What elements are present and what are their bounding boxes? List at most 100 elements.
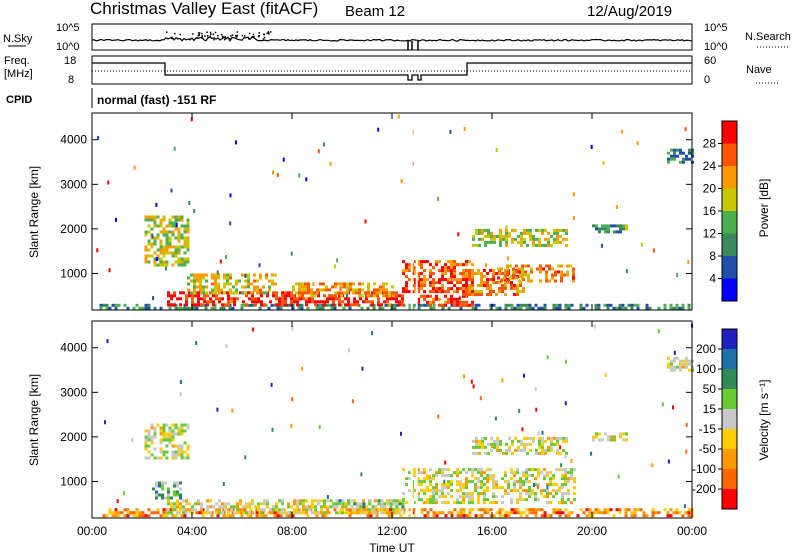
power-cell xyxy=(462,300,465,304)
velocity-cell xyxy=(496,439,499,443)
power-cell xyxy=(159,224,163,228)
power-cell xyxy=(214,279,217,283)
nsky-point xyxy=(166,31,168,33)
power-cell xyxy=(524,273,527,277)
power-cell xyxy=(484,234,487,238)
velocity-cell xyxy=(308,505,311,509)
velocity-cell xyxy=(111,511,115,515)
power-cell xyxy=(229,282,232,286)
power-cell xyxy=(209,300,212,304)
velocity-isolated-point xyxy=(661,402,664,407)
power-cell xyxy=(438,290,441,294)
velocity-cell xyxy=(158,484,161,488)
velocity-cell xyxy=(546,471,549,475)
velocity-cell xyxy=(441,486,444,490)
velocity-cell xyxy=(570,471,573,475)
velocity-cell xyxy=(420,489,423,493)
velocity-isolated-point xyxy=(271,427,274,432)
power-cell xyxy=(560,279,563,283)
velocity-cell xyxy=(532,439,535,443)
power-cell xyxy=(183,224,187,228)
velocity-cell xyxy=(556,442,559,446)
power-cell xyxy=(495,281,498,284)
velocity-cell xyxy=(474,477,477,481)
power-cell xyxy=(230,297,233,301)
velocity-cell xyxy=(447,486,450,490)
velocity-isolated-point xyxy=(291,326,294,331)
velocity-cell xyxy=(492,486,495,490)
velocity-cell xyxy=(465,477,468,481)
freq-trace xyxy=(92,62,692,81)
velocity-cell xyxy=(305,508,308,512)
velocity-cell xyxy=(489,474,492,478)
velocity-cell xyxy=(528,486,531,490)
power-cell xyxy=(441,306,445,310)
velocity-cell xyxy=(108,511,112,515)
velocity-cell xyxy=(504,471,507,475)
power-cell xyxy=(477,272,480,275)
power-cell xyxy=(162,251,166,255)
freq-tick-low: 8 xyxy=(68,74,74,86)
power-cell xyxy=(260,294,263,298)
velocity-cell xyxy=(132,511,136,515)
power-cell xyxy=(153,218,157,222)
velocity-cell xyxy=(543,468,546,472)
power-cell xyxy=(352,282,355,286)
velocity-cell xyxy=(522,471,525,475)
velocity-cell xyxy=(501,495,504,499)
power-cell xyxy=(402,272,405,276)
velocity-cell xyxy=(537,474,540,478)
power-cell xyxy=(465,278,468,282)
velocity-cell xyxy=(474,486,477,490)
velocity-cell xyxy=(243,508,247,512)
power-cell xyxy=(517,240,520,244)
power-cell xyxy=(372,306,376,310)
colorbar-segment xyxy=(722,449,737,469)
velocity-cell xyxy=(402,511,406,515)
velocity-cell xyxy=(347,511,350,515)
velocity-cell xyxy=(477,471,480,475)
power-cell xyxy=(551,276,554,280)
power-cell xyxy=(483,284,486,287)
power-cell xyxy=(253,288,256,292)
velocity-cell xyxy=(102,514,106,518)
nsky-point xyxy=(241,34,244,37)
power-isolated-point xyxy=(108,268,111,273)
power-cell xyxy=(557,270,560,274)
power-cell xyxy=(559,240,562,244)
power-cell xyxy=(233,300,236,304)
velocity-cell xyxy=(435,511,439,515)
velocity-cell xyxy=(528,480,531,484)
velocity-cell xyxy=(171,438,175,442)
velocity-cell xyxy=(633,514,637,518)
velocity-cell xyxy=(398,511,401,515)
velocity-cell xyxy=(126,508,130,512)
velocity-isolated-point xyxy=(326,495,329,499)
velocity-cell xyxy=(362,508,365,512)
velocity-isolated-point xyxy=(290,423,293,428)
colorbar-segment xyxy=(722,409,737,429)
velocity-cell xyxy=(456,489,459,493)
power-cell xyxy=(310,288,313,292)
power-cell xyxy=(340,291,343,295)
velocity-cell xyxy=(429,483,432,487)
power-cell xyxy=(402,290,405,294)
power-cell xyxy=(465,290,468,294)
x-tick-label: 04:00 xyxy=(177,524,207,538)
velocity-cell xyxy=(284,511,287,515)
power-cell xyxy=(177,263,181,267)
power-cell xyxy=(353,303,356,307)
velocity-cell xyxy=(564,471,567,475)
velocity-cell xyxy=(150,441,154,445)
velocity-echo-region xyxy=(152,481,182,500)
velocity-cell xyxy=(165,432,169,436)
power-cell xyxy=(296,303,299,307)
velocity-cell xyxy=(540,508,544,512)
power-cell xyxy=(194,294,197,298)
velocity-cell xyxy=(168,429,172,433)
y-tick-label: 2000 xyxy=(60,222,87,236)
velocity-cell xyxy=(426,498,429,502)
velocity-cell xyxy=(179,487,182,491)
power-cell xyxy=(417,281,420,285)
